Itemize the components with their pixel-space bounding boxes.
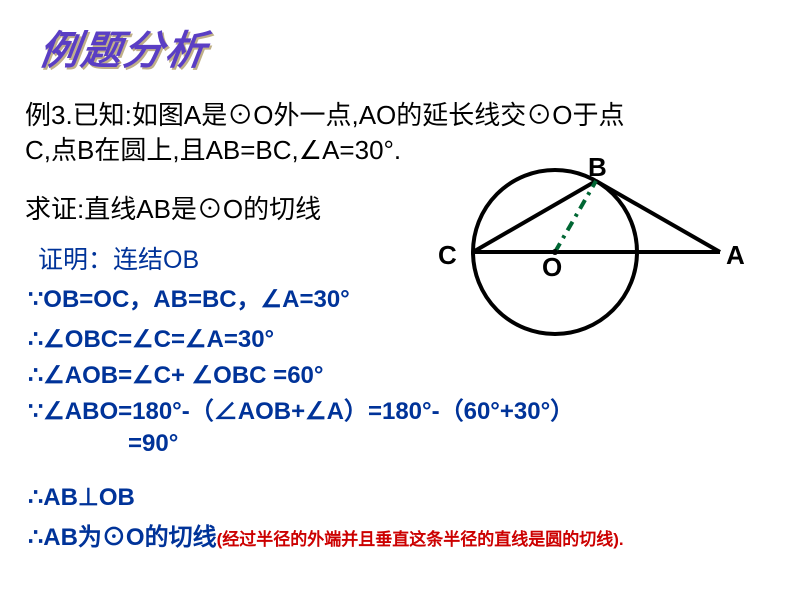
label-c: C — [438, 240, 457, 271]
proof-step-0: 证明：连结OB — [38, 244, 199, 277]
proof-note: (经过半径的外端并且垂直这条半径的直线是圆的切线). — [217, 530, 624, 549]
problem-line-3: 求证:直线AB是⊙O的切线 — [25, 192, 321, 227]
label-a: A — [726, 240, 745, 271]
title-text: 例题分析 — [36, 29, 210, 73]
proof-step-2: ∴∠OBC=∠C=∠A=30° — [28, 324, 274, 355]
proof-step-4a: ∵∠ABO=180°-（∠AOB+∠A）=180°-（60°+30°） — [28, 396, 574, 427]
label-o: O — [542, 252, 562, 283]
proof-step-3: ∴∠AOB=∠C+ ∠OBC =60° — [28, 360, 324, 391]
proof-step-5: ∴AB⊥OB — [28, 482, 135, 513]
label-b: B — [588, 152, 607, 183]
proof-step-6: ∴AB为⊙O的切线(经过半径的外端并且垂直这条半径的直线是圆的切线). — [28, 522, 624, 553]
line-ab — [596, 181, 720, 252]
proof-step-6a: ∴AB为⊙O的切线 — [28, 524, 217, 551]
problem-line-1: 例3.已知:如图A是⊙O外一点,AO的延长线交⊙O于点 — [25, 98, 625, 133]
problem-line-2: C,点B在圆上,且AB=BC,∠A=30°. — [25, 133, 401, 168]
proof-step-1: ∵OB=OC，AB=BC，∠A=30° — [28, 284, 350, 315]
slide-title: 例题分析 — [36, 18, 212, 76]
proof-step-4b: =90° — [128, 428, 178, 459]
geometry-diagram: C A B O — [420, 152, 760, 352]
